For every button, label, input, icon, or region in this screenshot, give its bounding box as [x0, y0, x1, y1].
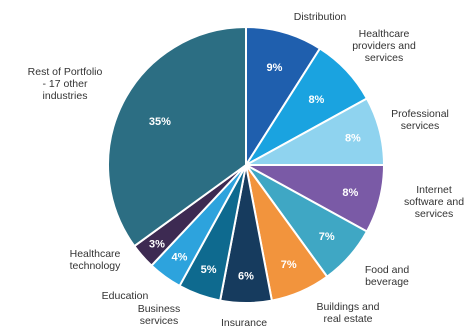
slice-category-label-line: Internet: [416, 184, 452, 196]
slice-category-label-line: Healthcare: [359, 28, 410, 40]
slice-category-label-line: industries: [43, 90, 88, 102]
slice-category-label: Distribution: [294, 11, 347, 23]
slice-category-label: Professional services: [391, 108, 449, 132]
slice-category-label-line: real estate: [323, 313, 372, 325]
slice-category-label-line: services: [415, 208, 454, 220]
slice-category-label: Healthcare providers and services: [352, 28, 416, 64]
slice-category-label-line: beverage: [365, 276, 409, 288]
slice-category-label-line: providers and: [352, 40, 416, 52]
slice-category-label-line: Insurance: [221, 317, 267, 329]
slice-percent-label: 9%: [267, 62, 283, 74]
slice-category-label: Buildings and real estate: [316, 301, 379, 325]
slice-category-label-line: Food and: [365, 264, 410, 276]
slice-percent-label: 8%: [345, 133, 361, 145]
slice-percent-label: 5%: [201, 264, 217, 276]
slice-category-label-line: - 17 other: [43, 78, 88, 90]
slice-category-label-line: Business: [138, 303, 181, 315]
slice-category-label-line: software and: [404, 196, 464, 208]
slice-category-label-line: Distribution: [294, 11, 347, 23]
slice-percent-label: 6%: [238, 270, 254, 282]
slice-category-label-line: services: [401, 120, 440, 132]
pie-slices: [107, 25, 386, 305]
slice-category-label: Food and beverage: [365, 264, 410, 288]
slice-category-label: Internet software and services: [404, 184, 464, 220]
slice-percent-label: 3%: [149, 239, 165, 251]
slice-category-label: Business services: [138, 303, 181, 327]
slice-category-label: Rest of Portfolio - 17 other industries: [28, 66, 103, 102]
slice-category-label-line: Rest of Portfolio: [28, 66, 103, 78]
slice-category-label-line: services: [365, 52, 404, 64]
slice-category-label-line: technology: [70, 260, 122, 272]
slice-category-label: Education: [102, 290, 149, 302]
slice-category-label-line: Professional: [391, 108, 449, 120]
slice-category-label-line: services: [140, 315, 179, 327]
slice-category-label-line: Education: [102, 290, 149, 302]
pie-slice: [107, 25, 247, 248]
slice-percent-label: 7%: [281, 259, 297, 271]
slice-percent-label: 4%: [172, 252, 188, 264]
slice-percent-label: 35%: [149, 116, 171, 128]
slice-percent-label: 8%: [308, 94, 324, 106]
slice-percent-label: 7%: [319, 231, 335, 243]
slice-category-label-line: Buildings and: [316, 301, 379, 313]
percent-labels: 9% 8% 8% 8% 7% 7% 6% 5% 4% 3% 35%: [149, 62, 361, 282]
slice-category-label-line: Healthcare: [70, 248, 121, 260]
slice-percent-label: 8%: [342, 187, 358, 199]
slice-category-label: Insurance: [221, 317, 267, 329]
slice-category-label: Healthcare technology: [70, 248, 122, 272]
